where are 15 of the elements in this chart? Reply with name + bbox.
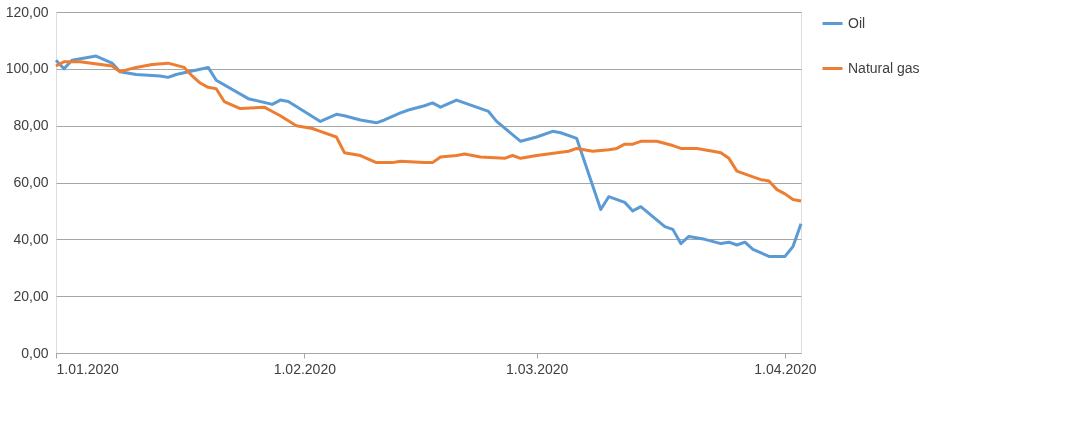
y-tick-label: 40,00 bbox=[13, 230, 49, 247]
legend-label: Natural gas bbox=[848, 59, 920, 76]
y-tick-label: 80,00 bbox=[13, 117, 49, 134]
legend-label: Oil bbox=[848, 14, 866, 31]
x-tick-label: 1.01.2020 bbox=[56, 360, 119, 377]
x-tick-label: 1.04.2020 bbox=[754, 360, 817, 377]
x-tick-label: 1.03.2020 bbox=[506, 360, 569, 377]
y-tick-label: 60,00 bbox=[13, 174, 49, 190]
line-series bbox=[54, 60, 803, 203]
y-tick-label: 100,00 bbox=[5, 60, 49, 77]
x-tick-label: 1.02.2020 bbox=[273, 360, 337, 377]
line-series bbox=[54, 54, 803, 258]
y-tick-label: 0,00 bbox=[21, 344, 49, 361]
y-tick-label: 120,00 bbox=[5, 3, 49, 20]
y-tick-label: 20,00 bbox=[13, 287, 49, 304]
